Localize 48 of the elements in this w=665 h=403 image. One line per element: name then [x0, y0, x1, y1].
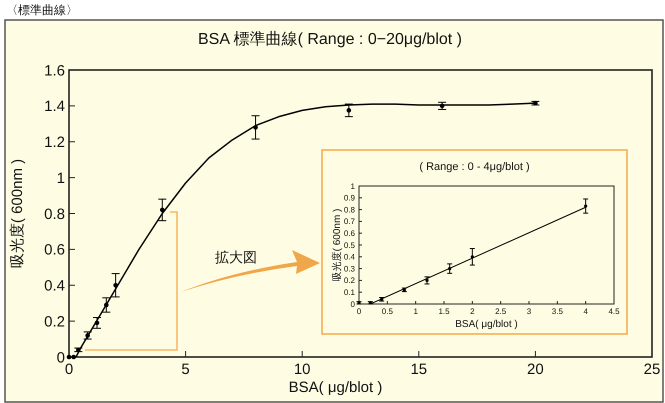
y-tick-label: 1	[56, 170, 65, 187]
y-tick-label: 0.2	[44, 313, 65, 330]
y-tick-label: 0.6	[344, 229, 356, 238]
y-axis-title: 吸光度( 600nm )	[9, 158, 26, 268]
y-tick-label: 0.4	[344, 252, 356, 262]
x-tick-label: 0.5	[382, 307, 394, 316]
chart-title: ( Range : 0 - 4μg/blot )	[419, 161, 530, 173]
point	[346, 108, 352, 113]
chart-title: BSA 標準曲線( Range : 0−20μg/blot )	[198, 30, 462, 48]
y-tick-label: 0.6	[44, 242, 65, 259]
x-tick-label: 1.5	[438, 307, 450, 316]
x-axis-title: BSA( μg/blot )	[455, 319, 518, 330]
y-tick-label: 1.2	[44, 134, 65, 151]
x-axis-title: BSA( μg/blot )	[288, 379, 382, 396]
y-tick-label: 0.2	[344, 276, 356, 286]
x-tick-label: 2	[470, 307, 476, 316]
x-tick-label: 4.5	[608, 307, 620, 316]
x-tick-label: 25	[644, 361, 660, 378]
point	[71, 354, 76, 360]
point	[425, 278, 429, 282]
x-tick-label: 15	[410, 361, 428, 378]
x-tick-label: 20	[527, 361, 544, 378]
y-tick-label: 0	[350, 300, 356, 309]
x-tick-label: 0	[356, 307, 362, 316]
x-tick-label: 4	[583, 307, 588, 316]
x-tick-label: 3.5	[552, 307, 564, 316]
y-tick-label: 0.1	[344, 288, 356, 297]
x-tick-label: 10	[294, 361, 311, 378]
y-tick-label: 0.5	[344, 240, 356, 250]
annotation: 拡大図	[215, 249, 257, 265]
point	[584, 204, 588, 208]
x-tick-label: 3	[526, 307, 532, 316]
y-tick-label: 0.8	[344, 205, 356, 214]
y-tick-label: 0.4	[44, 278, 65, 294]
y-tick-label: 0.7	[344, 217, 356, 226]
text: 〈標準曲線〉	[6, 3, 78, 17]
y-tick-label: 1	[350, 182, 356, 191]
y-tick-label: 0.9	[344, 194, 356, 203]
x-tick-label: 5	[181, 361, 190, 378]
y-axis-title: 吸光度( 600nm )	[331, 208, 343, 282]
y-tick-label: 1.4	[44, 98, 65, 116]
y-tick-label: 0	[56, 349, 65, 366]
x-tick-label: 1	[413, 307, 418, 316]
y-tick-label: 0.3	[344, 264, 356, 274]
y-tick-label: 0.8	[44, 206, 65, 223]
point	[66, 354, 72, 360]
y-tick-label: 1.6	[44, 62, 65, 80]
x-tick-label: 2.5	[495, 307, 507, 316]
